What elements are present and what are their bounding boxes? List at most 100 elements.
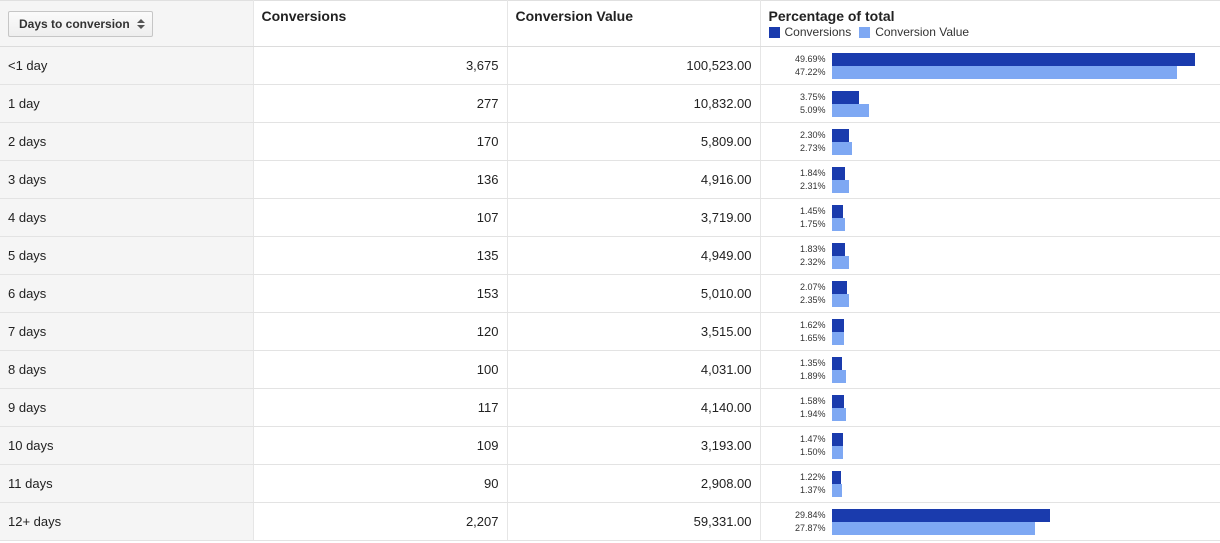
- conversions-bar: [831, 166, 845, 180]
- pct-conversions-label: 29.84%: [794, 509, 826, 520]
- pct-conversions-label: 1.22%: [799, 471, 826, 482]
- conversions-bar: [831, 52, 1195, 66]
- row-conversion-value: 4,916.00: [507, 160, 761, 199]
- pct-conversions-label: 1.62%: [799, 319, 826, 330]
- row-percentage-cell: 1.58% 1.94%: [760, 388, 1220, 427]
- row-conversion-value: 4,949.00: [507, 236, 761, 275]
- table-row: 4 days 107 3,719.00 1.45% 1.75%: [0, 198, 1220, 237]
- table-row: <1 day 3,675 100,523.00 49.69% 47.22%: [0, 46, 1220, 85]
- row-days-label: 7 days: [0, 312, 254, 351]
- row-conversions: 100: [253, 350, 508, 389]
- pct-conversions-label: 3.75%: [799, 91, 826, 102]
- conversions-bar: [831, 280, 847, 294]
- conversions-bar: [831, 128, 849, 142]
- row-percentage-cell: 1.84% 2.31%: [760, 160, 1220, 199]
- row-conversion-value: 4,031.00: [507, 350, 761, 389]
- row-conversion-value: 2,908.00: [507, 464, 761, 503]
- row-conversions: 170: [253, 122, 508, 161]
- row-conversions: 90: [253, 464, 508, 503]
- table-row: 10 days 109 3,193.00 1.47% 1.50%: [0, 426, 1220, 465]
- conversions-bar: [831, 470, 841, 484]
- row-conversion-value: 4,140.00: [507, 388, 761, 427]
- row-percentage-cell: 1.35% 1.89%: [760, 350, 1220, 389]
- pct-conversion-value-label: 27.87%: [794, 522, 826, 533]
- pct-conversions-label: 2.07%: [799, 281, 826, 292]
- pct-conversion-value-label: 47.22%: [794, 66, 826, 77]
- conversion-value-bar: [831, 445, 843, 459]
- sort-updown-icon: [136, 19, 145, 29]
- row-percentage-cell: 2.07% 2.35%: [760, 274, 1220, 313]
- pct-conversions-label: 1.58%: [799, 395, 826, 406]
- row-percentage-cell: 1.22% 1.37%: [760, 464, 1220, 503]
- row-conversions: 120: [253, 312, 508, 351]
- row-percentage-cell: 1.45% 1.75%: [760, 198, 1220, 237]
- conversions-bar: [831, 204, 843, 218]
- days-to-conversion-sort-button[interactable]: Days to conversion: [8, 11, 153, 37]
- row-days-label: 6 days: [0, 274, 254, 313]
- conversions-bar: [831, 318, 844, 332]
- row-days-label: 9 days: [0, 388, 254, 427]
- row-percentage-cell: 3.75% 5.09%: [760, 84, 1220, 123]
- conversion-value-header-label: Conversion Value: [515, 8, 633, 24]
- row-days-label: 12+ days: [0, 502, 254, 541]
- conversion-value-bar: [831, 103, 869, 117]
- pct-conversion-value-label: 1.75%: [799, 218, 826, 229]
- pct-conversion-value-label: 2.32%: [799, 256, 826, 267]
- row-conversion-value: 5,010.00: [507, 274, 761, 313]
- legend-swatch-conversions: [768, 26, 780, 38]
- row-conversion-value: 100,523.00: [507, 46, 761, 85]
- row-days-label: 1 day: [0, 84, 254, 123]
- row-days-label: 11 days: [0, 464, 254, 503]
- row-conversion-value: 5,809.00: [507, 122, 761, 161]
- table-row: 8 days 100 4,031.00 1.35% 1.89%: [0, 350, 1220, 389]
- row-conversions: 117: [253, 388, 508, 427]
- conversion-value-bar: [831, 65, 1177, 79]
- conversion-value-bar: [831, 407, 846, 421]
- pct-conversion-value-label: 1.94%: [799, 408, 826, 419]
- row-days-label: 5 days: [0, 236, 254, 275]
- row-days-label: 2 days: [0, 122, 254, 161]
- table-row: 12+ days 2,207 59,331.00 29.84% 27.87%: [0, 502, 1220, 541]
- pct-conversions-label: 1.84%: [799, 167, 826, 178]
- pct-conversion-value-label: 2.35%: [799, 294, 826, 305]
- conversion-value-bar: [831, 483, 842, 497]
- row-days-label: 3 days: [0, 160, 254, 199]
- row-conversions: 135: [253, 236, 508, 275]
- conversion-value-column-header[interactable]: Conversion Value: [507, 0, 761, 47]
- conversion-value-bar: [831, 255, 849, 269]
- row-percentage-cell: 1.62% 1.65%: [760, 312, 1220, 351]
- table-row: 6 days 153 5,010.00 2.07% 2.35%: [0, 274, 1220, 313]
- row-days-label: 8 days: [0, 350, 254, 389]
- conversions-bar: [831, 90, 859, 104]
- row-conversion-value: 3,193.00: [507, 426, 761, 465]
- row-conversions: 2,207: [253, 502, 508, 541]
- table-header-row: Days to conversion Conversions Conversio…: [0, 0, 1220, 47]
- legend-label-conversions: Conversions: [784, 25, 852, 39]
- pct-conversions-label: 2.30%: [799, 129, 826, 140]
- pct-conversions-label: 49.69%: [794, 53, 826, 64]
- conversions-bar: [831, 356, 842, 370]
- pct-conversions-label: 1.45%: [799, 205, 826, 216]
- pct-conversions-label: 1.35%: [799, 357, 826, 368]
- row-days-label: 4 days: [0, 198, 254, 237]
- table-row: 1 day 277 10,832.00 3.75% 5.09%: [0, 84, 1220, 123]
- row-percentage-cell: 49.69% 47.22%: [760, 46, 1220, 85]
- sort-button-label: Days to conversion: [19, 17, 130, 31]
- pct-conversion-value-label: 1.65%: [799, 332, 826, 343]
- chart-legend: Conversions Conversion Value: [761, 24, 1220, 39]
- row-conversions: 107: [253, 198, 508, 237]
- conversions-column-header[interactable]: Conversions: [253, 0, 508, 47]
- row-percentage-cell: 1.83% 2.32%: [760, 236, 1220, 275]
- legend-label-conversion-value: Conversion Value: [875, 25, 970, 39]
- percentage-column-header: Percentage of total Conversions Conversi…: [760, 0, 1220, 47]
- row-conversion-value: 10,832.00: [507, 84, 761, 123]
- conversions-bar: [831, 432, 843, 446]
- conversion-value-bar: [831, 293, 849, 307]
- row-conversion-value: 59,331.00: [507, 502, 761, 541]
- row-days-label: 10 days: [0, 426, 254, 465]
- row-percentage-cell: 2.30% 2.73%: [760, 122, 1220, 161]
- table-row: 3 days 136 4,916.00 1.84% 2.31%: [0, 160, 1220, 199]
- pct-conversion-value-label: 1.37%: [799, 484, 826, 495]
- legend-item-conversion-value: Conversion Value: [859, 25, 969, 39]
- row-days-label: <1 day: [0, 46, 254, 85]
